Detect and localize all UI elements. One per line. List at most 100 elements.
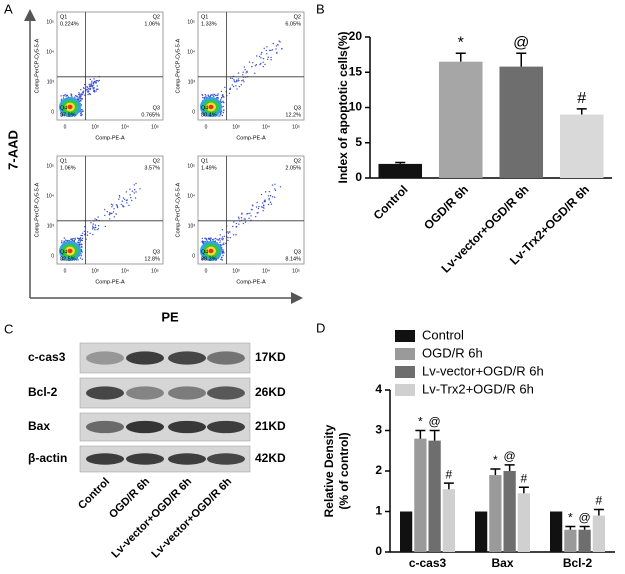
event-dot bbox=[104, 214, 106, 217]
event-dot bbox=[86, 88, 89, 91]
event-dot bbox=[78, 244, 81, 246]
event-dot bbox=[109, 212, 111, 214]
error-bar bbox=[455, 52, 466, 62]
event-dot bbox=[70, 238, 72, 240]
bar bbox=[564, 529, 577, 552]
event-dot bbox=[229, 77, 232, 79]
event-dot bbox=[242, 71, 244, 73]
event-dot bbox=[233, 79, 235, 81]
event-dot bbox=[221, 229, 224, 231]
event-dot bbox=[219, 240, 221, 242]
event-dot bbox=[262, 61, 264, 63]
y-axis-title: Index of apoptotic cells(%) bbox=[336, 31, 350, 183]
event-dot bbox=[223, 235, 225, 238]
blot-band bbox=[168, 453, 206, 465]
quadrant-percent: 1.06% bbox=[60, 165, 76, 171]
event-dot bbox=[262, 65, 265, 68]
y-tick-label: 2 bbox=[375, 463, 382, 477]
plot-y-tick: 10⁴ bbox=[46, 49, 54, 55]
event-dot bbox=[111, 206, 113, 208]
event-dot bbox=[116, 205, 119, 208]
event-dot bbox=[84, 226, 86, 228]
event-dot bbox=[220, 258, 222, 260]
event-dot bbox=[133, 184, 135, 186]
event-dot bbox=[112, 211, 115, 213]
size-label: 21KD bbox=[255, 419, 286, 433]
event-dot bbox=[80, 248, 82, 251]
event-dot bbox=[94, 224, 97, 226]
quadrant-percent: 1.33% bbox=[201, 21, 217, 27]
quadrant-name: Q4 bbox=[201, 249, 208, 255]
significance-mark: # bbox=[577, 90, 586, 107]
event-dot bbox=[118, 196, 121, 198]
event-dot bbox=[89, 86, 91, 88]
event-dot bbox=[229, 236, 231, 239]
event-dot bbox=[243, 66, 246, 68]
significance-mark: @ bbox=[513, 34, 529, 51]
axis-title: PE bbox=[161, 309, 179, 324]
event-dot bbox=[254, 64, 257, 67]
blot-band bbox=[168, 386, 206, 400]
y-tick-label: 5 bbox=[355, 135, 362, 149]
event-dot bbox=[209, 95, 211, 97]
event-dot bbox=[97, 88, 99, 91]
quadrant-percent: 1.49% bbox=[201, 165, 217, 171]
event-dot bbox=[115, 213, 117, 215]
y-tick-label: 0 bbox=[355, 170, 362, 184]
event-dot bbox=[235, 85, 237, 87]
panel-label: D bbox=[316, 320, 325, 335]
event-dot bbox=[260, 193, 263, 196]
event-dot bbox=[247, 212, 249, 215]
legend-swatch bbox=[395, 348, 415, 360]
event-dot bbox=[133, 192, 135, 194]
event-dot bbox=[258, 205, 260, 208]
event-dot bbox=[222, 111, 225, 114]
event-dot bbox=[270, 59, 272, 61]
event-dot bbox=[92, 233, 94, 236]
plot-x-title: Comp-PE-A bbox=[236, 135, 266, 141]
event-dot bbox=[73, 237, 75, 240]
event-dot bbox=[125, 199, 128, 202]
event-dot bbox=[219, 237, 221, 240]
event-dot bbox=[86, 85, 88, 88]
event-dot bbox=[255, 206, 258, 208]
quadrant-percent: 82.5% bbox=[60, 256, 76, 262]
event-dot bbox=[240, 217, 243, 219]
blot-band bbox=[86, 386, 124, 400]
event-dot bbox=[217, 239, 219, 241]
x-tick-label: Bax bbox=[491, 556, 513, 570]
event-dot bbox=[84, 234, 86, 236]
event-dot bbox=[221, 114, 224, 117]
blot-band bbox=[126, 453, 164, 465]
event-dot bbox=[201, 237, 204, 240]
event-dot bbox=[93, 78, 95, 80]
event-dot bbox=[74, 94, 77, 97]
event-dot bbox=[110, 212, 112, 215]
event-dot bbox=[266, 46, 268, 48]
significance-mark: * bbox=[568, 511, 573, 525]
event-dot bbox=[262, 57, 265, 60]
event-dot bbox=[274, 183, 276, 185]
event-dot bbox=[261, 51, 263, 54]
event-dot bbox=[252, 62, 254, 64]
event-dot bbox=[123, 198, 126, 200]
quadrant-percent: 12.2% bbox=[285, 112, 301, 118]
plot-x-tick: 0 bbox=[205, 124, 208, 130]
event-dot bbox=[89, 87, 92, 90]
event-dot bbox=[83, 87, 85, 90]
event-dot bbox=[204, 93, 207, 96]
error-bar bbox=[576, 108, 587, 115]
event-dot bbox=[204, 237, 206, 240]
event-dot bbox=[224, 86, 226, 89]
plot-y-tick: 10⁴ bbox=[187, 49, 195, 55]
plot-x-tick: 10³ bbox=[232, 124, 240, 130]
error-bar bbox=[518, 486, 529, 494]
plot-y-tick: 10⁵ bbox=[187, 163, 195, 169]
event-dot bbox=[95, 88, 98, 90]
event-dot bbox=[79, 97, 81, 99]
bar bbox=[400, 511, 413, 552]
event-dot bbox=[223, 242, 225, 244]
event-dot bbox=[245, 72, 247, 74]
event-dot bbox=[271, 49, 274, 51]
event-dot bbox=[66, 239, 68, 242]
